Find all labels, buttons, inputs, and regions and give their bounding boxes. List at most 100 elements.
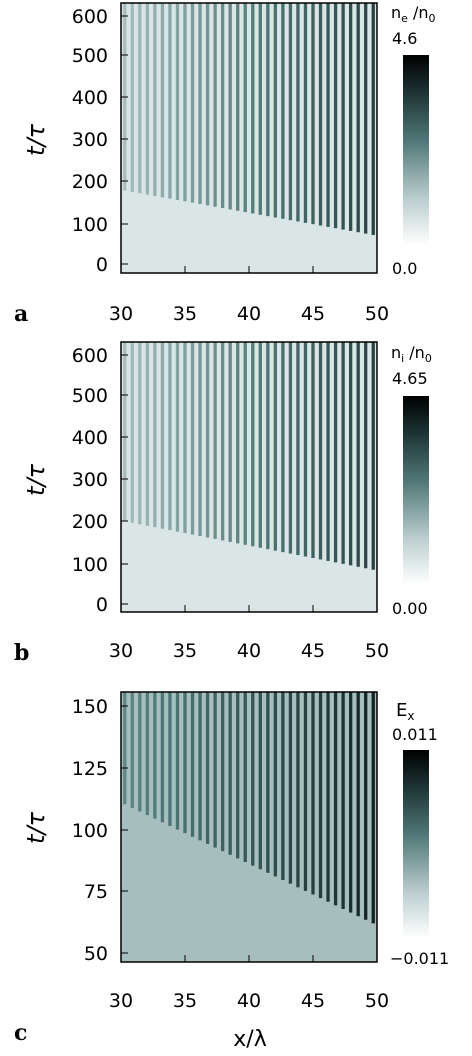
heatmap-stripe <box>251 342 255 547</box>
y-tick-label: 600 <box>72 345 108 367</box>
heatmap-stripe <box>205 3 210 206</box>
heatmap-background <box>121 342 377 612</box>
heatmap-stripe <box>198 3 202 205</box>
heatmap-stripe <box>168 342 172 531</box>
x-tick-label: 50 <box>365 990 389 1012</box>
heatmap-stripe <box>213 342 217 539</box>
colorbar-title-b: ni /n0 <box>391 343 432 365</box>
heatmap-stripe <box>190 692 195 837</box>
heatmap-a <box>121 3 377 273</box>
heatmap-stripe <box>236 342 240 544</box>
colorbar-b <box>403 396 429 584</box>
heatmap-stripe <box>236 692 240 859</box>
heatmap-stripe <box>364 692 368 920</box>
x-tick-label: 45 <box>301 990 325 1012</box>
heatmap-stripe <box>288 692 293 884</box>
y-axis-label-a: t/τ <box>22 123 50 155</box>
y-tick-labels-b: 0 100 200 300 400 500 600 <box>72 345 108 616</box>
colorbar-a <box>403 55 429 245</box>
x-tick-label: 40 <box>237 640 261 662</box>
heatmap-stripe <box>371 692 375 924</box>
heatmap-stripe <box>296 342 300 556</box>
y-tick-labels-c: 50 75 100 125 150 <box>72 696 108 965</box>
heatmap-stripe <box>326 342 330 561</box>
heatmap-stripe <box>364 3 368 234</box>
ticks-b <box>120 354 378 612</box>
colorbar-min-label-b: 0.00 <box>392 599 428 618</box>
x-tick-label: 30 <box>109 990 133 1012</box>
heatmap-background <box>121 692 377 962</box>
heatmap-stripe <box>228 342 232 542</box>
heatmap-stripe <box>266 342 270 550</box>
x-tick-label: 35 <box>173 990 197 1012</box>
heatmap-stripe <box>243 342 247 545</box>
heatmap-stripe <box>333 692 338 906</box>
y-tick-label: 500 <box>72 385 108 407</box>
x-axis-label-c: x/λ <box>233 1027 266 1052</box>
heatmap-stripe <box>153 3 157 196</box>
heatmap-stripe <box>130 342 134 523</box>
heatmap-stripe <box>243 692 247 863</box>
x-tick-labels-b: 30 35 40 45 50 <box>109 640 389 662</box>
heatmap-stripe <box>258 342 262 548</box>
panel-c: 50 75 100 125 150 30 35 40 45 50 t/τ x/λ… <box>14 691 449 1052</box>
heatmap-stripe <box>318 3 323 226</box>
y-tick-label: 200 <box>72 511 108 533</box>
colorbar-max-label-c: 0.011 <box>392 725 438 744</box>
panel-a: 0 100 200 300 400 500 600 30 35 40 45 50… <box>14 2 436 327</box>
heatmap-stripe <box>243 3 247 213</box>
heatmap-stripe <box>160 692 165 823</box>
heatmap-stripe <box>183 3 187 202</box>
heatmap-stripe <box>123 342 127 522</box>
heatmap-stripe <box>296 692 300 888</box>
y-tick-label: 300 <box>72 469 108 491</box>
x-tick-labels-c: 30 35 40 45 50 <box>109 990 389 1012</box>
y-tick-labels-a: 0 100 200 300 400 500 600 <box>72 6 108 276</box>
x-tick-label: 50 <box>365 303 389 325</box>
heatmap-stripe <box>251 692 255 866</box>
heatmap-stripe <box>303 342 308 557</box>
x-tick-label: 30 <box>109 640 133 662</box>
heatmap-stripe <box>303 3 308 223</box>
x-tick-label: 35 <box>173 303 197 325</box>
y-tick-label: 200 <box>72 171 108 193</box>
heatmap-stripe <box>258 692 262 870</box>
heatmap-stripe <box>123 692 127 805</box>
x-tick-labels-a: 30 35 40 45 50 <box>109 303 389 325</box>
heatmap-stripe <box>326 3 330 227</box>
heatmap-stripe <box>190 342 195 535</box>
ticks-c <box>120 705 378 962</box>
heatmap-stripe <box>220 342 225 541</box>
heatmap-stripe <box>145 692 150 816</box>
heatmap-stripe <box>273 342 278 551</box>
colorbar-title-c: Ex <box>396 700 414 723</box>
heatmap-stripe <box>281 342 285 553</box>
y-tick-label: 100 <box>72 820 108 842</box>
heatmap-stripe <box>356 692 360 917</box>
heatmap-stripe <box>258 3 262 215</box>
heatmap-stripe <box>228 692 232 855</box>
y-tick-label: 600 <box>72 6 108 28</box>
heatmap-stripe <box>138 692 142 812</box>
heatmap-stripe <box>281 692 285 881</box>
heatmap-stripe <box>198 692 202 841</box>
heatmap-background <box>121 3 377 273</box>
heatmap-stripe <box>175 3 180 200</box>
y-tick-label: 400 <box>72 87 108 109</box>
heatmap-stripe <box>341 342 345 564</box>
heatmap-stripe <box>348 342 353 566</box>
heatmap-stripe <box>333 3 338 229</box>
panel-letter-b: b <box>14 640 29 666</box>
heatmap-stripe <box>356 3 360 233</box>
heatmap-stripe <box>266 692 270 873</box>
heatmap-stripe <box>168 692 172 826</box>
x-tick-label: 50 <box>365 640 389 662</box>
heatmap-stripe <box>183 342 187 534</box>
heatmap-stripe <box>341 692 345 909</box>
y-axis-label-c: t/τ <box>22 811 50 843</box>
panel-letter-c: c <box>14 1020 27 1046</box>
heatmap-stripe <box>288 342 293 554</box>
heatmap-stripe <box>160 342 165 529</box>
heatmap-stripe <box>130 3 134 192</box>
